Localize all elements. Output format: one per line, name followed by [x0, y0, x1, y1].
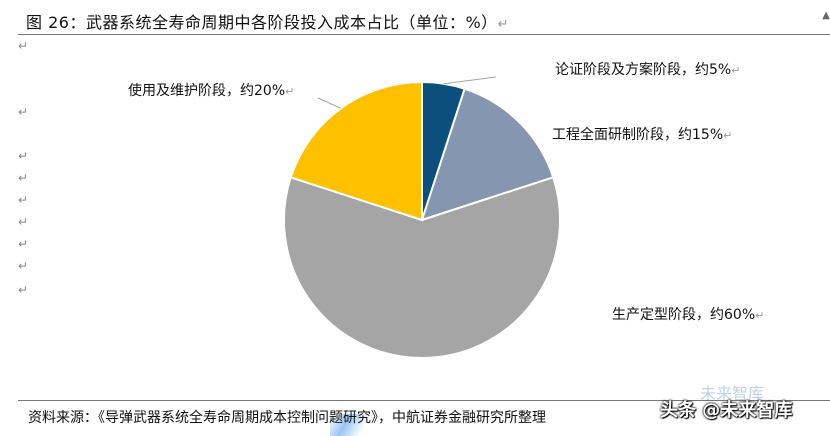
slice-label-design: 论证阶段及方案阶段，约5%↵ [555, 59, 740, 79]
paragraph-mark-icon: ↵ [18, 193, 29, 207]
paragraph-mark-icon: ↵ [18, 171, 29, 185]
slice-label-text: 生产定型阶段，约60% [612, 307, 756, 323]
leader-line [317, 97, 342, 109]
return-mark: ↵ [497, 17, 510, 32]
watermark-text: 头条 @未来智库 [660, 400, 793, 421]
watermark-faint: 未来智库 [700, 384, 765, 403]
chart-title: 图 26：武器系统全寿命周期中各阶段投入成本占比（单位：%）↵ [26, 9, 509, 33]
paragraph-mark-icon: ↵ [18, 105, 29, 119]
return-mark: ↵ [731, 64, 741, 77]
slice-label-text: 使用及维护阶段，约20% [128, 83, 286, 99]
pie-slices [283, 80, 561, 359]
return-mark: ↵ [755, 309, 765, 322]
paragraph-mark-icon: ↵ [18, 39, 29, 53]
chart-title-text: 图 26：武器系统全寿命周期中各阶段投入成本占比（单位：%） [26, 13, 498, 32]
slice-label-production: 生产定型阶段，约60%↵ [612, 304, 764, 324]
source-text: 资料来源：《导弹武器系统全寿命周期成本控制问题研究》，中航证券金融研究所整理 [28, 410, 546, 426]
paragraph-mark-icon: ↵ [18, 149, 29, 163]
paragraph-mark-icon: ↵ [18, 283, 29, 297]
slice-label-text: 论证阶段及方案阶段，约5% [555, 62, 732, 78]
paragraph-mark-icon: ↵ [18, 259, 29, 273]
return-mark: ↵ [723, 129, 733, 142]
leader-lines [317, 76, 497, 109]
leader-line [443, 76, 497, 85]
slice-label-maintenance: 使用及维护阶段，约20%↵ [128, 80, 294, 100]
slice-label-engineering: 工程全面研制阶段，约15%↵ [552, 124, 732, 144]
return-mark: ↵ [285, 85, 295, 98]
paragraph-mark-icon: ↵ [18, 237, 29, 251]
source-bar: 资料来源：《导弹武器系统全寿命周期成本控制问题研究》，中航证券金融研究所整理 [18, 400, 830, 431]
paragraph-mark-icon: ↵ [18, 215, 29, 229]
pie-slice [283, 176, 561, 359]
corner-mark: ▲ [822, 10, 830, 21]
slice-label-text: 工程全面研制阶段，约15% [552, 127, 724, 143]
background-decoration [330, 414, 370, 436]
title-bar: 图 26：武器系统全寿命周期中各阶段投入成本占比（单位：%）↵ ▲ [18, 4, 830, 35]
